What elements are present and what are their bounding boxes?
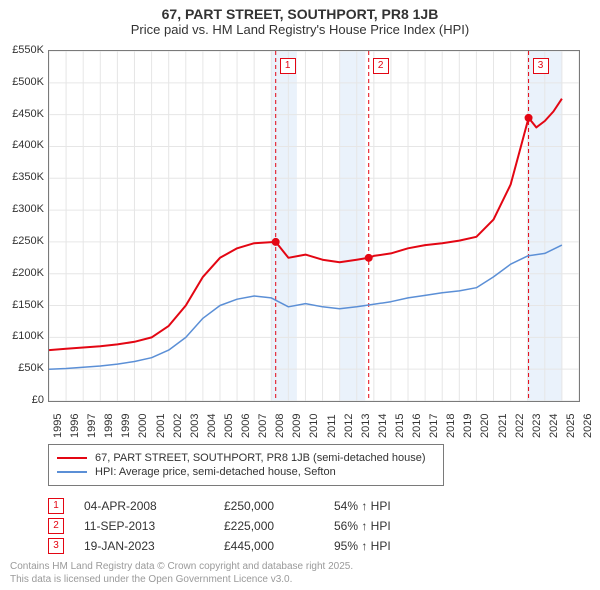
x-tick-label: 1996 bbox=[69, 414, 81, 438]
y-tick-label: £0 bbox=[32, 394, 44, 406]
x-tick-label: 2018 bbox=[445, 414, 457, 438]
chart-svg bbox=[49, 51, 579, 401]
sale-marker-box: 2 bbox=[373, 58, 389, 74]
sale-price: £250,000 bbox=[224, 499, 334, 513]
sale-price: £445,000 bbox=[224, 539, 334, 553]
title-subtitle: Price paid vs. HM Land Registry's House … bbox=[0, 22, 600, 37]
footer-attribution: Contains HM Land Registry data © Crown c… bbox=[10, 561, 353, 586]
x-tick-label: 2001 bbox=[155, 414, 167, 438]
sales-table-row: 2 11-SEP-2013£225,00056% ↑ HPI bbox=[48, 518, 508, 534]
x-tick-label: 2015 bbox=[394, 414, 406, 438]
x-tick-label: 2019 bbox=[462, 414, 474, 438]
chart-container: 67, PART STREET, SOUTHPORT, PR8 1JB Pric… bbox=[0, 0, 600, 590]
x-tick-label: 2023 bbox=[531, 414, 543, 438]
sale-hpi-delta: 56% ↑ HPI bbox=[334, 519, 474, 533]
x-tick-label: 1999 bbox=[120, 414, 132, 438]
y-tick-label: £200K bbox=[12, 267, 44, 279]
x-tick-label: 2004 bbox=[206, 414, 218, 438]
sale-hpi-delta: 54% ↑ HPI bbox=[334, 499, 474, 513]
y-tick-label: £350K bbox=[12, 171, 44, 183]
legend-item: 67, PART STREET, SOUTHPORT, PR8 1JB (sem… bbox=[57, 452, 435, 464]
sales-table-row: 3 19-JAN-2023£445,00095% ↑ HPI bbox=[48, 538, 508, 554]
y-tick-label: £100K bbox=[12, 330, 44, 342]
x-tick-label: 2002 bbox=[172, 414, 184, 438]
sale-index-box: 2 bbox=[48, 518, 64, 534]
x-tick-label: 2013 bbox=[360, 414, 372, 438]
title-block: 67, PART STREET, SOUTHPORT, PR8 1JB Pric… bbox=[0, 0, 600, 37]
y-tick-label: £450K bbox=[12, 108, 44, 120]
x-tick-label: 2026 bbox=[582, 414, 594, 438]
sale-marker-box: 3 bbox=[533, 58, 549, 74]
sales-table-row: 1 04-APR-2008£250,00054% ↑ HPI bbox=[48, 498, 508, 514]
x-tick-label: 1995 bbox=[52, 414, 64, 438]
legend: 67, PART STREET, SOUTHPORT, PR8 1JB (sem… bbox=[48, 444, 444, 486]
y-tick-label: £50K bbox=[18, 362, 44, 374]
x-tick-label: 2006 bbox=[240, 414, 252, 438]
x-tick-label: 1997 bbox=[86, 414, 98, 438]
y-tick-label: £250K bbox=[12, 235, 44, 247]
x-tick-label: 2010 bbox=[308, 414, 320, 438]
x-tick-label: 2014 bbox=[377, 414, 389, 438]
y-tick-label: £500K bbox=[12, 76, 44, 88]
y-tick-label: £550K bbox=[12, 44, 44, 56]
x-tick-label: 2016 bbox=[411, 414, 423, 438]
sale-date: 19-JAN-2023 bbox=[84, 539, 224, 553]
x-tick-label: 2009 bbox=[291, 414, 303, 438]
sale-index-box: 1 bbox=[48, 498, 64, 514]
x-tick-label: 2024 bbox=[548, 414, 560, 438]
y-tick-label: £300K bbox=[12, 203, 44, 215]
x-tick-label: 2005 bbox=[223, 414, 235, 438]
x-tick-label: 2022 bbox=[514, 414, 526, 438]
x-tick-label: 1998 bbox=[103, 414, 115, 438]
sale-date: 11-SEP-2013 bbox=[84, 519, 224, 533]
x-tick-label: 2025 bbox=[565, 414, 577, 438]
sale-date: 04-APR-2008 bbox=[84, 499, 224, 513]
title-address: 67, PART STREET, SOUTHPORT, PR8 1JB bbox=[0, 6, 600, 22]
x-tick-label: 2012 bbox=[343, 414, 355, 438]
footer-line-2: This data is licensed under the Open Gov… bbox=[10, 574, 353, 587]
legend-swatch bbox=[57, 471, 87, 473]
sale-marker-box: 1 bbox=[280, 58, 296, 74]
sale-index-box: 3 bbox=[48, 538, 64, 554]
sales-table: 1 04-APR-2008£250,00054% ↑ HPI 2 11-SEP-201… bbox=[48, 494, 508, 558]
x-tick-label: 2017 bbox=[428, 414, 440, 438]
x-tick-label: 2021 bbox=[497, 414, 509, 438]
sale-hpi-delta: 95% ↑ HPI bbox=[334, 539, 474, 553]
x-tick-label: 2007 bbox=[257, 414, 269, 438]
x-tick-label: 2011 bbox=[326, 414, 338, 438]
chart-plot-area bbox=[48, 50, 580, 402]
x-tick-label: 2003 bbox=[189, 414, 201, 438]
x-tick-label: 2020 bbox=[479, 414, 491, 438]
legend-label: 67, PART STREET, SOUTHPORT, PR8 1JB (sem… bbox=[95, 452, 426, 464]
y-tick-label: £400K bbox=[12, 139, 44, 151]
legend-item: HPI: Average price, semi-detached house,… bbox=[57, 466, 435, 478]
legend-label: HPI: Average price, semi-detached house,… bbox=[95, 466, 336, 478]
sale-price: £225,000 bbox=[224, 519, 334, 533]
legend-swatch bbox=[57, 457, 87, 459]
x-tick-label: 2008 bbox=[274, 414, 286, 438]
footer-line-1: Contains HM Land Registry data © Crown c… bbox=[10, 561, 353, 574]
y-tick-label: £150K bbox=[12, 299, 44, 311]
x-tick-label: 2000 bbox=[137, 414, 149, 438]
